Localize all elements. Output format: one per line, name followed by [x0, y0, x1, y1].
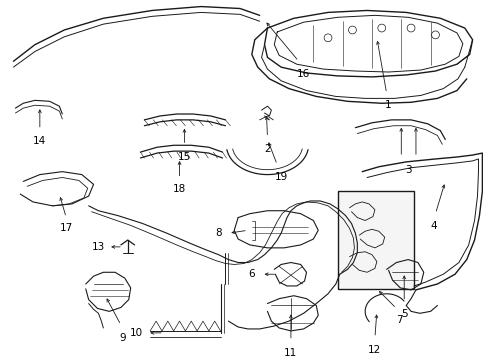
Text: 9: 9	[120, 333, 126, 343]
Text: 3: 3	[404, 165, 410, 175]
Text: 4: 4	[429, 221, 436, 231]
Text: 6: 6	[248, 269, 255, 279]
Text: 13: 13	[92, 242, 105, 252]
Text: 10: 10	[130, 328, 143, 338]
Text: 15: 15	[178, 152, 191, 162]
Text: 7: 7	[395, 315, 402, 325]
Text: 18: 18	[173, 184, 186, 194]
Text: 2: 2	[264, 144, 270, 154]
Text: 17: 17	[60, 224, 73, 233]
Text: 12: 12	[367, 345, 381, 355]
Text: 8: 8	[215, 228, 222, 238]
Text: 14: 14	[33, 135, 46, 145]
Text: 5: 5	[400, 309, 407, 319]
Text: 16: 16	[296, 69, 309, 79]
Text: 11: 11	[284, 348, 297, 359]
Text: 1: 1	[385, 100, 391, 111]
FancyBboxPatch shape	[337, 191, 413, 289]
Text: 19: 19	[274, 172, 287, 182]
